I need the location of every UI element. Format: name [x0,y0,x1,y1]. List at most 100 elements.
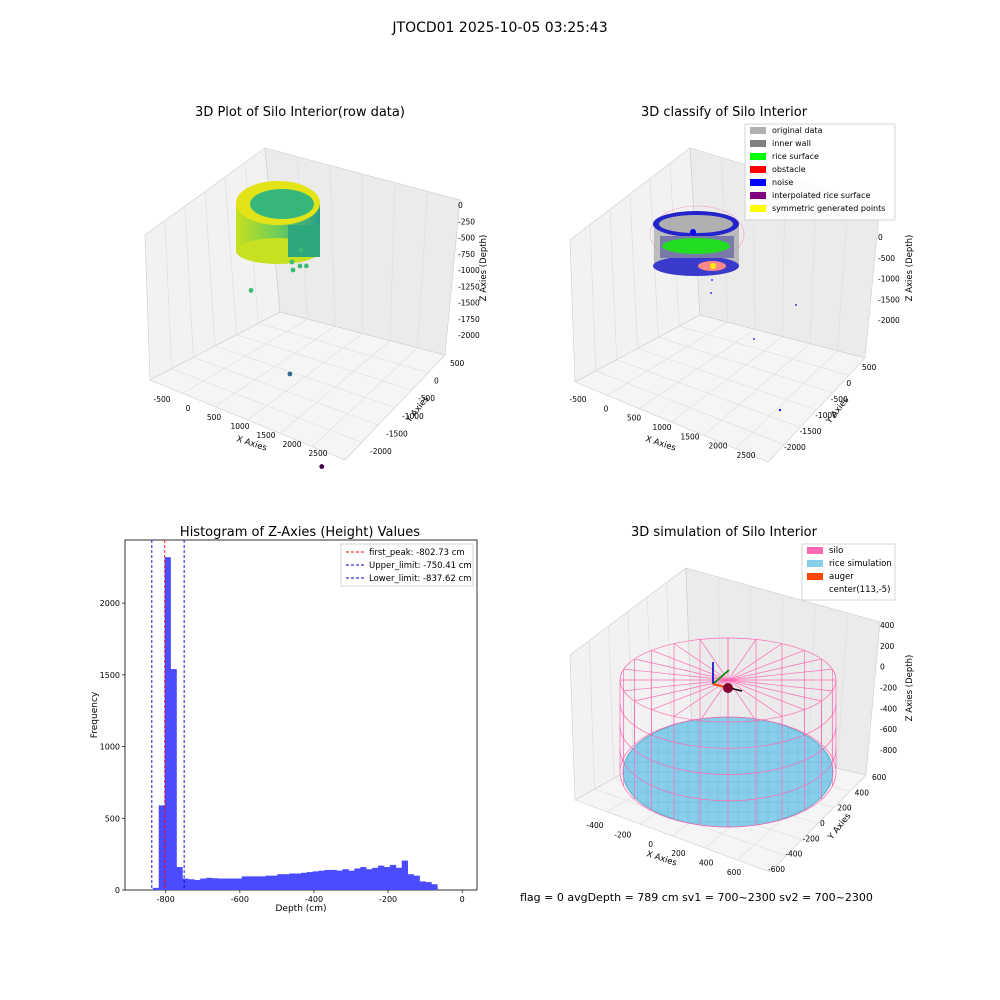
raw-y-tick: -500 [418,394,435,403]
classify-z-tick: -1000 [878,275,900,284]
legend-label: Upper_limit: -750.41 cm [369,561,472,571]
histogram-bar [271,875,278,890]
classify-title: 3D classify of Silo Interior [641,105,808,120]
simulation-y-axis-label: Y Axies [826,811,854,843]
legend-label: inner wall [772,139,811,148]
raw-x-tick: -500 [153,395,170,404]
raw-y-tick: 0 [434,377,439,386]
histogram-bar [425,882,432,890]
legend-label: interpolated rice surface [772,191,870,200]
simulation-z-tick: 200 [880,642,895,651]
simulation-y-tick: 400 [855,788,870,797]
histogram-bar [306,872,314,890]
legend-swatch [750,153,766,160]
histogram-x-axis-label: Depth (cm) [275,904,326,914]
raw-outlier-points [248,263,325,469]
classify-x-tick: 0 [604,404,609,413]
classify-x-tick: 1000 [652,423,671,432]
histogram-x-ticks: -800 -600 -400 -200 0 [157,890,465,904]
histogram-bar [413,875,420,890]
raw-z-tick: -1500 [458,299,480,308]
histogram-bar [312,871,320,890]
histogram-bar [383,867,391,890]
simulation-y-tick: -200 [803,834,820,843]
histogram-x-tick: -400 [305,895,323,904]
classify-x-tick: 500 [627,414,642,423]
histogram-bar [235,878,243,890]
classify-x-tick: -500 [569,395,586,404]
histogram-bar [378,865,385,890]
raw-z-tick: -1750 [458,315,480,324]
legend-label: Lower_limit: -837.62 cm [369,574,471,584]
simulation-silo-wireframe [619,637,837,828]
histogram-bar [253,876,260,890]
raw-x-tick: 1500 [256,431,275,440]
histogram-bar [342,869,349,890]
classify-x-tick: 2000 [708,442,727,451]
simulation-z-tick: -200 [880,684,897,693]
legend-swatch [750,166,766,173]
histogram-bar [206,877,213,890]
histogram-bar [170,669,177,890]
legend-swatch [750,179,766,186]
legend-label: noise [772,178,793,187]
histogram-bar [324,869,331,890]
raw-y-tick-labels: 500 0 -500 -1000 -1500 -2000 [370,359,465,456]
classify-y-tick: -2000 [784,443,806,452]
histogram-bar [277,874,284,890]
raw-z-tick: -1000 [458,266,480,275]
raw-x-tick: 500 [207,413,222,422]
legend-label: auger [829,572,854,582]
classify-y-tick: -1000 [815,411,837,420]
raw-z-tick: -250 [458,217,475,226]
histogram-bar [372,867,379,890]
histogram-bar [401,860,409,890]
histogram-x-tick: 0 [460,895,465,904]
classify-y-tick: 500 [862,363,877,372]
legend-swatch [807,560,823,567]
raw-x-tick: 2000 [282,440,301,449]
classify-y-tick: -1500 [800,427,822,436]
histogram-bar [431,884,438,890]
simulation-x-tick: 0 [648,840,653,849]
histogram-bar [188,879,195,890]
legend-swatch [807,573,823,580]
raw-z-tick: -1250 [458,282,480,291]
histogram-bar [229,878,237,890]
legend-label: obstacle [772,165,806,174]
histogram-y-tick: 1500 [100,671,120,680]
classify-z-tick-labels: 0 -500 -1000 -1500 -2000 [878,233,900,325]
raw-silo-wall-points [236,181,320,273]
histogram-bar [295,873,302,890]
simulation-x-tick: 200 [671,849,686,858]
panel-histogram: Histogram of Z-Axies (Height) Values -80… [90,525,478,914]
raw-y-tick: -1500 [386,429,408,438]
histogram-title: Histogram of Z-Axies (Height) Values [180,525,420,540]
classify-z-axis-label: Z Axies (Depth) [905,235,915,302]
histogram-x-tick: -800 [157,895,175,904]
histogram-bar [330,869,337,890]
classify-noise-points [710,279,797,412]
simulation-z-tick: 400 [880,621,895,630]
legend-label: center(113,-5) [829,585,890,595]
histogram-reference-lines [151,540,185,890]
simulation-z-tick-labels: 400 200 0 -200 -400 -600 -800 [880,621,897,755]
simulation-x-tick: 400 [699,859,714,868]
histogram-y-ticks: 0 500 1000 1500 2000 [100,599,125,895]
histogram-y-tick: 500 [105,814,120,823]
histogram-y-tick: 1000 [100,743,120,752]
histogram-bar [389,864,397,890]
raw-z-tick: 0 [458,201,463,210]
raw-x-tick: 2500 [308,449,327,458]
classify-x-tick: 1500 [680,432,699,441]
legend-swatch [750,205,766,212]
classify-y-tick: 0 [846,379,851,388]
histogram-bar [152,887,160,890]
histogram-bar [419,881,426,890]
panel-classify: 3D classify of Silo Interior -500 0 500 100… [569,105,915,463]
histogram-bar [212,878,219,890]
simulation-y-tick: -600 [768,865,785,874]
histogram-x-tick: -600 [231,895,249,904]
histogram-legend: first_peak: -802.73 cm Upper_limit: -750.… [340,543,474,587]
simulation-y-tick: 0 [820,819,825,828]
